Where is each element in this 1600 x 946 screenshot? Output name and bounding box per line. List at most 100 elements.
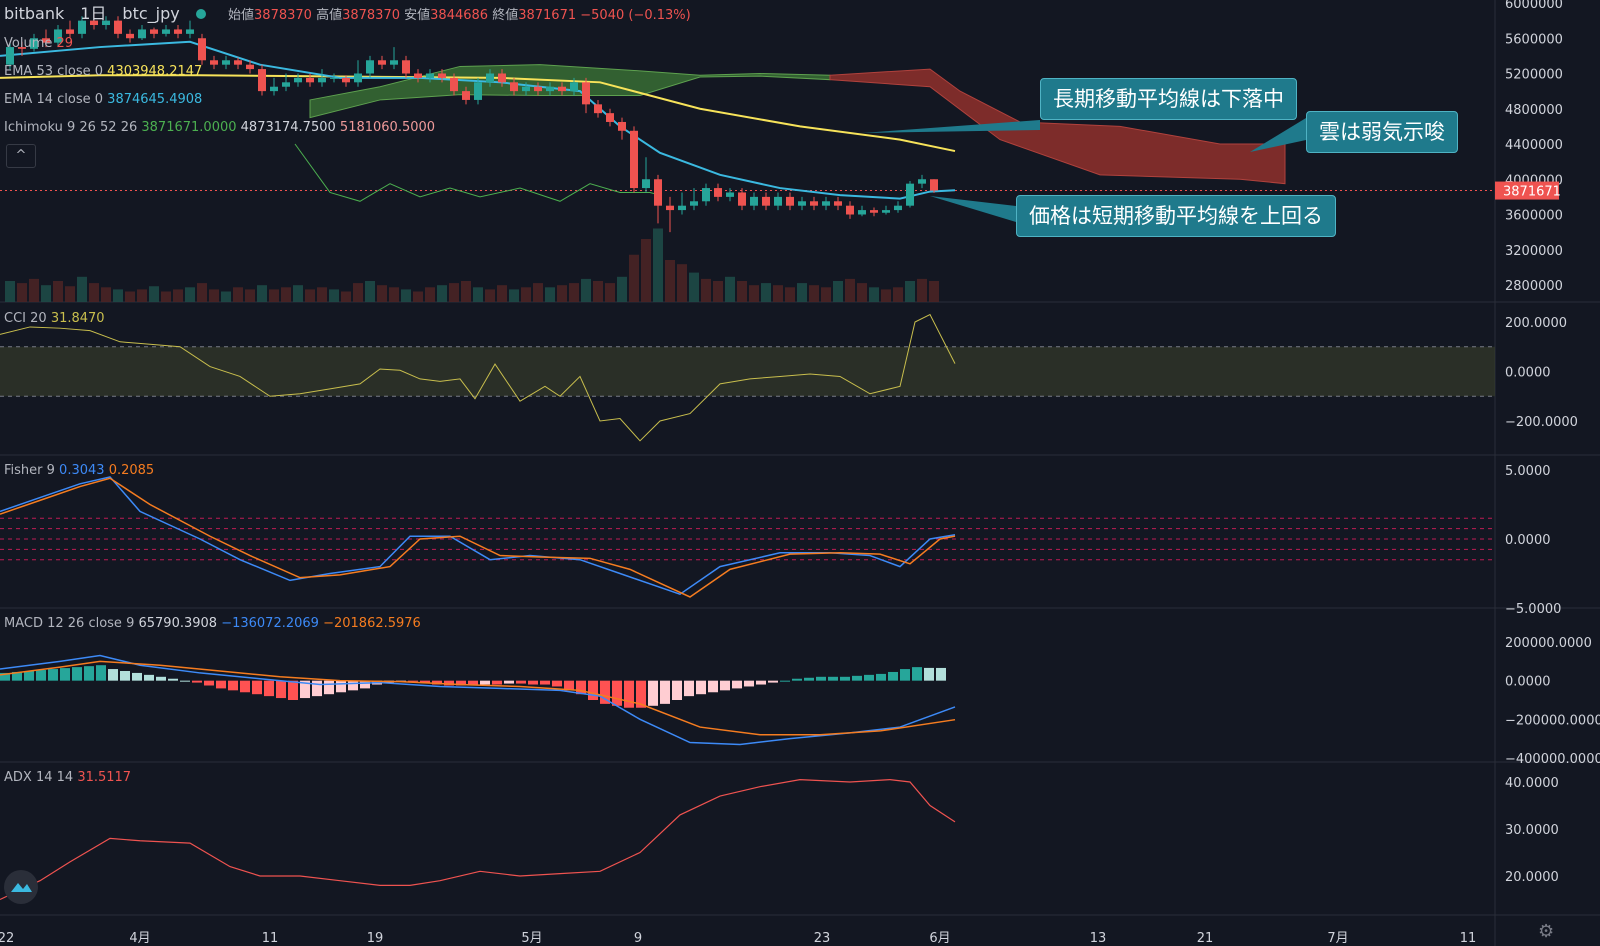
volume-bar xyxy=(245,289,255,302)
macd-histogram-bar xyxy=(0,672,10,681)
price-tick-label: 5600000 xyxy=(1505,32,1563,47)
last-price-label: 3871671 xyxy=(1503,185,1561,200)
macd-histogram-bar xyxy=(768,680,778,683)
volume-bar xyxy=(413,291,423,302)
volume-bar xyxy=(641,239,651,302)
candle-body xyxy=(174,29,182,34)
candle-body xyxy=(510,82,518,92)
candle-body xyxy=(198,38,206,61)
candle-body xyxy=(90,20,98,26)
volume-bar xyxy=(761,283,771,302)
adx-line xyxy=(0,779,956,901)
volume-bar xyxy=(269,289,279,302)
tradingview-logo[interactable] xyxy=(4,870,38,904)
candle-body xyxy=(234,60,242,65)
candle-body xyxy=(738,192,746,206)
candle-body xyxy=(342,77,350,83)
volume-bar xyxy=(569,283,579,302)
fisher-line xyxy=(0,476,956,596)
high-value: 3878370 xyxy=(342,8,400,23)
macd-line xyxy=(0,654,956,746)
candle-body xyxy=(918,179,926,184)
candle-body xyxy=(750,196,758,206)
open-value: 3878370 xyxy=(254,8,312,23)
macd-histogram-bar xyxy=(552,680,562,687)
symbol-title: bitbank 1日 btc_jpy xyxy=(4,4,180,23)
candle-body xyxy=(318,77,326,83)
macd-histogram-bar xyxy=(732,680,742,689)
volume-bar xyxy=(425,287,435,302)
volume-bar xyxy=(581,278,591,302)
volume-bar xyxy=(785,287,795,302)
macd-histogram-bar xyxy=(900,669,910,681)
volume-bar xyxy=(821,287,831,302)
candle-body xyxy=(150,29,158,34)
candle-body xyxy=(618,121,626,131)
adx-tick-label: 30.0000 xyxy=(1505,823,1559,838)
candle-body xyxy=(282,82,290,87)
macd-histogram-bar xyxy=(576,680,586,695)
candle-body xyxy=(858,210,866,215)
cci-tick-label: −200.0000 xyxy=(1505,415,1578,430)
settings-gear-icon[interactable]: ⚙ xyxy=(1538,921,1555,942)
volume-bar xyxy=(809,285,819,302)
macd-histogram-bar xyxy=(924,667,934,681)
volume-bar xyxy=(881,289,891,302)
macd-histogram-bar xyxy=(120,671,130,681)
volume-bar xyxy=(221,291,231,302)
candle-body xyxy=(186,29,194,34)
candle-body xyxy=(714,188,722,197)
fisher-trigger-line xyxy=(0,477,956,598)
legend-collapse-button[interactable]: ^ xyxy=(6,144,36,168)
candle-body xyxy=(390,60,398,65)
candle-body xyxy=(870,210,878,213)
candle-body xyxy=(546,86,554,92)
market-status-icon xyxy=(195,9,206,19)
macd-histogram-bar xyxy=(180,680,190,682)
candle-body xyxy=(78,20,86,34)
volume-bar xyxy=(329,289,339,302)
price-tick-label: 4800000 xyxy=(1505,103,1563,118)
volume-bar xyxy=(137,289,147,302)
cci-tick-label: 200.0000 xyxy=(1505,316,1567,331)
volume-bar xyxy=(485,289,495,302)
candle-body xyxy=(822,201,830,206)
candle-body xyxy=(6,47,14,65)
low-label: 安値 xyxy=(404,8,431,23)
macd-histogram-bar xyxy=(708,680,718,693)
volume-bar xyxy=(605,283,615,302)
macd-histogram-bar xyxy=(132,672,142,681)
candle-body xyxy=(774,196,782,206)
candle-body xyxy=(630,130,638,189)
macd-histogram-bar xyxy=(468,680,478,686)
volume-bar xyxy=(797,283,807,302)
macd-histogram-bar xyxy=(600,680,610,704)
candle-body xyxy=(18,47,26,49)
macd-histogram-bar xyxy=(840,676,850,681)
macd-histogram-bar xyxy=(192,680,202,683)
macd-histogram-bar xyxy=(720,680,730,691)
candle-body xyxy=(138,29,146,39)
volume-bar xyxy=(77,276,87,302)
macd-histogram-bar xyxy=(672,680,682,700)
candle-body xyxy=(294,77,302,83)
fisher-tick-label: 5.0000 xyxy=(1505,464,1551,479)
macd-histogram-bar xyxy=(24,671,34,681)
candle-body xyxy=(906,183,914,206)
volume-bar xyxy=(41,285,51,302)
macd-histogram-bar xyxy=(696,680,706,695)
macd-histogram-bar xyxy=(876,673,886,681)
volume-bar xyxy=(173,289,183,302)
macd-histogram-bar xyxy=(564,680,574,691)
macd-histogram-bar xyxy=(156,676,166,681)
time-axis-label: 21 xyxy=(1197,931,1214,946)
close-label: 終値 xyxy=(492,8,519,23)
macd-signal-line xyxy=(0,660,956,736)
low-value: 3844686 xyxy=(430,8,489,23)
macd-histogram-bar xyxy=(480,680,490,685)
candle-body xyxy=(270,86,278,92)
macd-histogram-bar xyxy=(288,680,298,700)
candle-body xyxy=(558,86,566,92)
candle-body xyxy=(66,29,74,34)
